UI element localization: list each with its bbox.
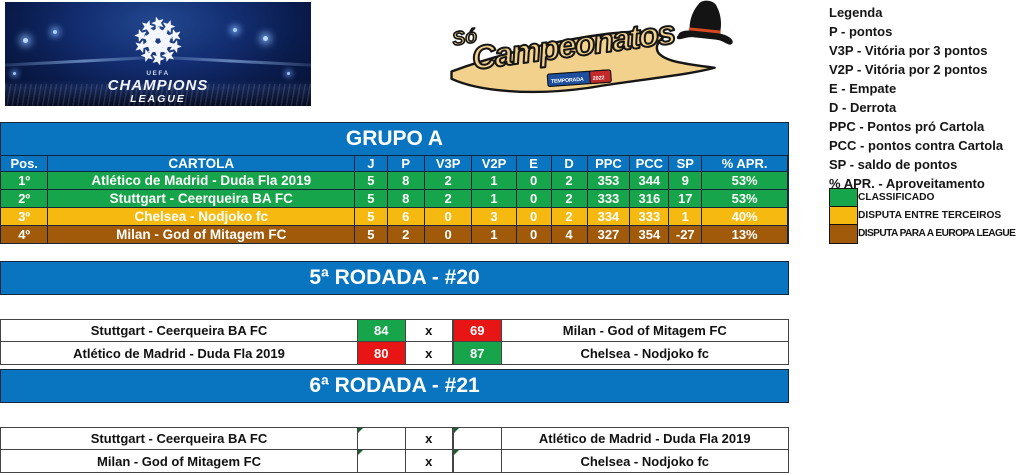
svg-text:2022: 2022 (593, 75, 605, 82)
